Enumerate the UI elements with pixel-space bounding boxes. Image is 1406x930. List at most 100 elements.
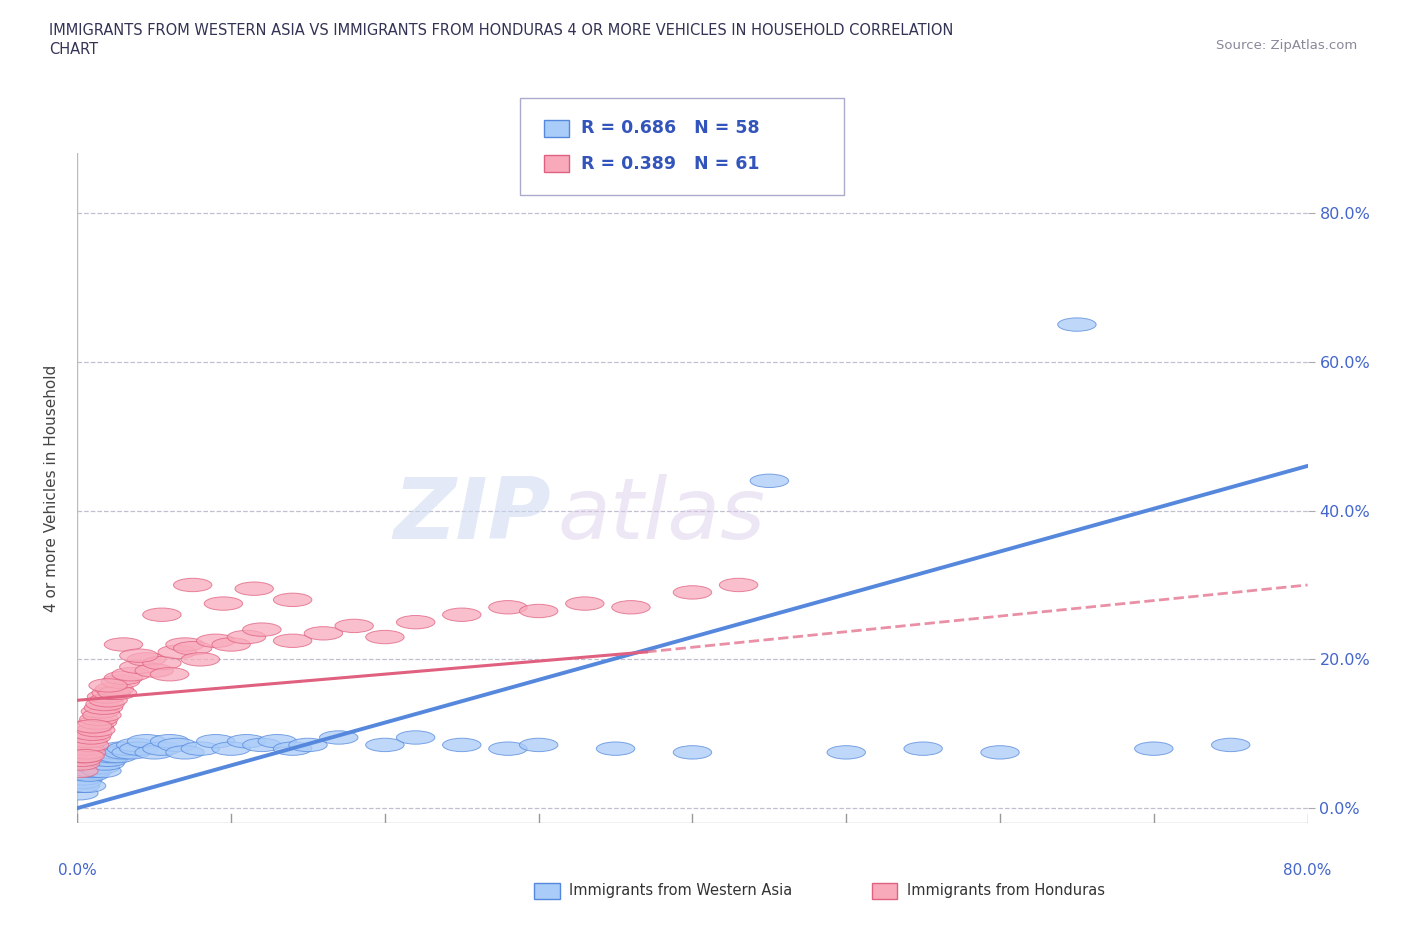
Ellipse shape bbox=[98, 686, 136, 699]
Ellipse shape bbox=[96, 746, 134, 759]
Ellipse shape bbox=[273, 634, 312, 647]
Ellipse shape bbox=[83, 764, 121, 777]
Ellipse shape bbox=[489, 742, 527, 755]
Text: ZIP: ZIP bbox=[394, 473, 551, 556]
Y-axis label: 4 or more Vehicles in Household: 4 or more Vehicles in Household bbox=[44, 365, 59, 612]
Ellipse shape bbox=[70, 738, 108, 751]
Ellipse shape bbox=[120, 649, 157, 662]
Ellipse shape bbox=[366, 631, 404, 644]
Ellipse shape bbox=[166, 746, 204, 759]
Ellipse shape bbox=[80, 712, 118, 725]
Text: IMMIGRANTS FROM WESTERN ASIA VS IMMIGRANTS FROM HONDURAS 4 OR MORE VEHICLES IN H: IMMIGRANTS FROM WESTERN ASIA VS IMMIGRAN… bbox=[49, 23, 953, 38]
Ellipse shape bbox=[67, 779, 105, 792]
Ellipse shape bbox=[76, 761, 115, 774]
Ellipse shape bbox=[62, 757, 100, 770]
Ellipse shape bbox=[366, 738, 404, 751]
Ellipse shape bbox=[142, 742, 181, 755]
Text: CHART: CHART bbox=[49, 42, 98, 57]
Ellipse shape bbox=[751, 474, 789, 487]
Ellipse shape bbox=[673, 586, 711, 599]
Text: atlas: atlas bbox=[557, 473, 765, 556]
Ellipse shape bbox=[319, 731, 359, 744]
Ellipse shape bbox=[565, 597, 605, 610]
Ellipse shape bbox=[101, 742, 139, 755]
Ellipse shape bbox=[273, 593, 312, 606]
Ellipse shape bbox=[120, 660, 157, 673]
Ellipse shape bbox=[212, 742, 250, 755]
Ellipse shape bbox=[65, 772, 103, 785]
Ellipse shape bbox=[112, 668, 150, 681]
Ellipse shape bbox=[104, 746, 142, 759]
Ellipse shape bbox=[173, 642, 212, 655]
Ellipse shape bbox=[73, 727, 112, 740]
Ellipse shape bbox=[197, 634, 235, 647]
Text: Source: ZipAtlas.com: Source: ZipAtlas.com bbox=[1216, 39, 1357, 52]
Ellipse shape bbox=[489, 601, 527, 614]
Ellipse shape bbox=[396, 731, 434, 744]
Ellipse shape bbox=[259, 735, 297, 748]
Ellipse shape bbox=[75, 720, 114, 733]
Ellipse shape bbox=[70, 768, 108, 781]
Ellipse shape bbox=[150, 735, 188, 748]
Ellipse shape bbox=[112, 746, 150, 759]
Ellipse shape bbox=[173, 578, 212, 591]
Ellipse shape bbox=[1212, 738, 1250, 751]
Ellipse shape bbox=[142, 657, 181, 670]
Ellipse shape bbox=[67, 746, 105, 759]
Ellipse shape bbox=[235, 582, 273, 595]
Ellipse shape bbox=[181, 742, 219, 755]
Ellipse shape bbox=[89, 694, 128, 707]
Ellipse shape bbox=[273, 742, 312, 755]
Ellipse shape bbox=[96, 683, 134, 696]
Ellipse shape bbox=[87, 690, 125, 703]
Ellipse shape bbox=[150, 668, 188, 681]
Ellipse shape bbox=[396, 616, 434, 629]
Ellipse shape bbox=[76, 724, 115, 737]
Ellipse shape bbox=[157, 738, 197, 751]
Ellipse shape bbox=[66, 742, 104, 755]
Ellipse shape bbox=[72, 761, 111, 774]
Ellipse shape bbox=[59, 764, 98, 777]
Ellipse shape bbox=[243, 623, 281, 636]
Ellipse shape bbox=[142, 608, 181, 621]
Ellipse shape bbox=[73, 720, 112, 733]
Ellipse shape bbox=[228, 735, 266, 748]
Ellipse shape bbox=[212, 638, 250, 651]
Text: 0.0%: 0.0% bbox=[58, 863, 97, 878]
Ellipse shape bbox=[104, 671, 142, 684]
Ellipse shape bbox=[904, 742, 942, 755]
Ellipse shape bbox=[827, 746, 866, 759]
Text: R = 0.389   N = 61: R = 0.389 N = 61 bbox=[581, 154, 759, 173]
Text: R = 0.686   N = 58: R = 0.686 N = 58 bbox=[581, 119, 759, 138]
Ellipse shape bbox=[981, 746, 1019, 759]
Ellipse shape bbox=[128, 653, 166, 666]
Ellipse shape bbox=[101, 675, 139, 688]
Ellipse shape bbox=[612, 601, 650, 614]
Ellipse shape bbox=[166, 638, 204, 651]
Ellipse shape bbox=[117, 738, 155, 751]
Ellipse shape bbox=[66, 750, 104, 763]
Ellipse shape bbox=[135, 664, 173, 677]
Ellipse shape bbox=[204, 597, 243, 610]
Ellipse shape bbox=[181, 653, 219, 666]
Ellipse shape bbox=[157, 645, 197, 658]
Ellipse shape bbox=[1135, 742, 1173, 755]
Ellipse shape bbox=[673, 746, 711, 759]
Ellipse shape bbox=[63, 753, 101, 766]
Ellipse shape bbox=[1057, 318, 1097, 331]
Ellipse shape bbox=[89, 679, 128, 692]
Ellipse shape bbox=[443, 608, 481, 621]
Ellipse shape bbox=[80, 753, 118, 766]
Ellipse shape bbox=[79, 716, 117, 729]
Text: Immigrants from Western Asia: Immigrants from Western Asia bbox=[569, 884, 793, 898]
Ellipse shape bbox=[335, 619, 374, 632]
Ellipse shape bbox=[107, 742, 146, 755]
Ellipse shape bbox=[75, 757, 114, 770]
Ellipse shape bbox=[519, 604, 558, 618]
Ellipse shape bbox=[243, 738, 281, 751]
Ellipse shape bbox=[87, 750, 125, 763]
Ellipse shape bbox=[304, 627, 343, 640]
Ellipse shape bbox=[720, 578, 758, 591]
Ellipse shape bbox=[72, 731, 111, 744]
Ellipse shape bbox=[104, 638, 142, 651]
